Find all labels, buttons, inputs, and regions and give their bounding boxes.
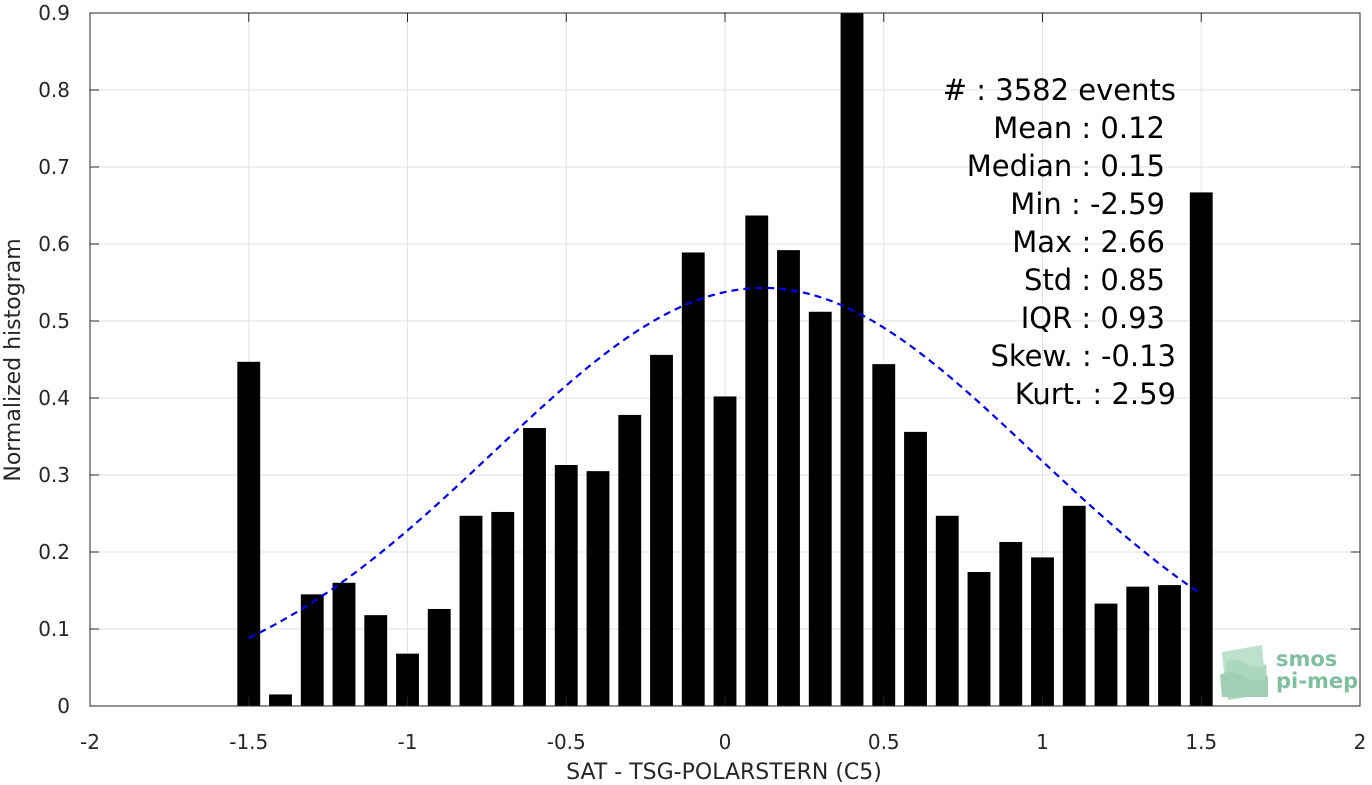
- bar-7: [459, 515, 483, 706]
- bar-2: [300, 594, 324, 706]
- y-axis-label: Normalized histogram: [1, 238, 26, 481]
- bar-18: [808, 311, 832, 706]
- y-tick-label-9: 0.9: [38, 1, 70, 25]
- bar-22: [935, 515, 959, 706]
- statistics-box: # : 3582 events Mean : 0.12 Median : 0.15 M…: [943, 73, 1176, 411]
- bar-26: [1062, 505, 1086, 706]
- bar-23: [967, 572, 991, 706]
- y-tick-label-2: 0.2: [38, 540, 70, 564]
- stat-line-3: Min : -2.59: [1010, 187, 1165, 221]
- bar-6: [427, 608, 451, 706]
- bar-29: [1158, 585, 1181, 706]
- bar-14: [681, 252, 705, 706]
- bar-13: [650, 354, 673, 706]
- smos-pi-mep-logo: smos pi-mep: [1220, 645, 1358, 700]
- y-tick-label-0: 0: [57, 694, 70, 718]
- logo-waves-icon: [1220, 645, 1268, 700]
- stat-line-1: Mean : 0.12: [993, 111, 1165, 145]
- x-tick-label-1: -1.5: [229, 730, 268, 754]
- x-tick-label-0: -2: [80, 730, 100, 754]
- bar-30: [1189, 192, 1213, 706]
- bar-16: [745, 215, 769, 706]
- bar-25: [1031, 557, 1054, 706]
- bar-28: [1126, 586, 1150, 706]
- bar-9: [523, 428, 546, 706]
- bar-27: [1094, 603, 1118, 706]
- bar-0: [237, 361, 261, 706]
- x-axis-label: SAT - TSG-POLARSTERN (C5): [566, 760, 882, 785]
- y-tick-label-4: 0.4: [38, 386, 70, 410]
- y-tick-label-7: 0.7: [38, 155, 70, 179]
- x-tick-label-8: 2: [1354, 730, 1367, 754]
- normal-fit-curve: [248, 286, 1202, 639]
- y-tick-label-3: 0.3: [38, 463, 70, 487]
- bar-15: [713, 396, 737, 706]
- histogram-bars: [237, 13, 1213, 706]
- x-tick-label-7: 1.5: [1185, 730, 1217, 754]
- x-tick-label-6: 1: [1036, 730, 1049, 754]
- x-tick-label-2: -1: [398, 730, 418, 754]
- bar-8: [491, 511, 515, 706]
- bar-19: [840, 13, 864, 706]
- x-tick-labels: -2 -1.5 -1 -0.5 0 0.5 1 1.5 2: [80, 730, 1366, 754]
- axes-frame: [89, 12, 1361, 707]
- bar-11: [586, 471, 610, 706]
- stat-line-2: Median : 0.15: [967, 149, 1165, 183]
- bar-4: [364, 615, 388, 706]
- bar-3: [332, 582, 356, 706]
- logo-line2: pi-mep: [1276, 669, 1358, 693]
- y-tick-label-5: 0.5: [38, 309, 70, 333]
- y-tick-label-1: 0.1: [38, 617, 70, 641]
- bar-12: [618, 414, 642, 706]
- logo-line1: smos: [1276, 647, 1337, 671]
- bar-5: [396, 653, 419, 706]
- bar-21: [904, 431, 927, 706]
- stat-line-7: Skew. : -0.13: [990, 339, 1176, 373]
- bar-1: [269, 694, 292, 706]
- y-tick-label-8: 0.8: [38, 78, 70, 102]
- x-tick-label-3: -0.5: [547, 730, 586, 754]
- stat-line-6: IQR : 0.93: [1021, 301, 1165, 335]
- x-tick-label-5: 0.5: [868, 730, 900, 754]
- bar-10: [554, 464, 578, 706]
- stat-line-0: # : 3582 events: [943, 73, 1176, 107]
- bar-17: [777, 250, 800, 706]
- stat-line-8: Kurt. : 2.59: [1015, 377, 1176, 411]
- stat-line-5: Std : 0.85: [1024, 263, 1165, 297]
- x-tick-label-4: 0: [719, 730, 732, 754]
- bar-20: [872, 364, 896, 706]
- y-tick-label-6: 0.6: [38, 232, 70, 256]
- bar-24: [999, 541, 1023, 706]
- stat-line-4: Max : 2.66: [1012, 225, 1165, 259]
- y-tick-labels: 0 0.1 0.2 0.3 0.4 0.5 0.6 0.7 0.8 0.9: [38, 1, 70, 718]
